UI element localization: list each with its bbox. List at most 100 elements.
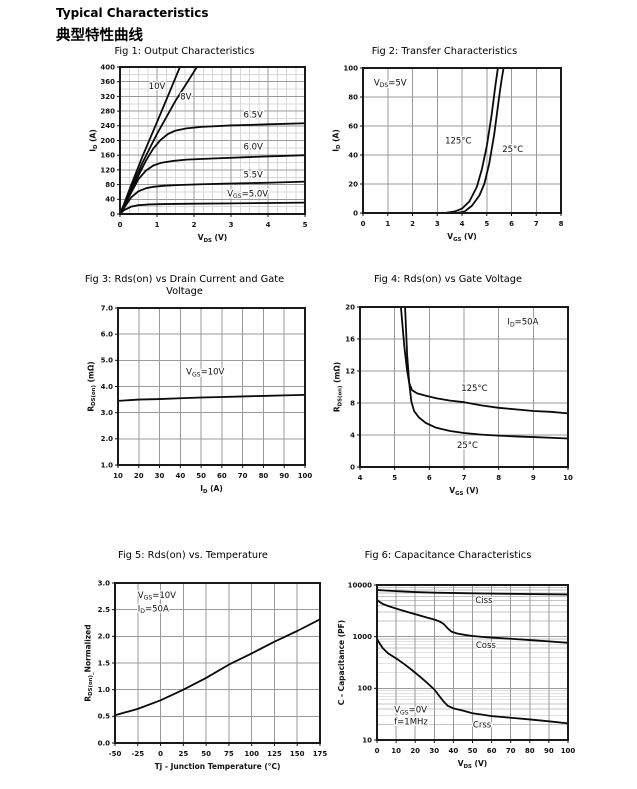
figure-3: Fig 3: Rds(on) vs Drain Current and Gate…: [56, 274, 313, 501]
figure-6: Fig 6: Capacitance Characteristics 0 10 20…: [318, 550, 578, 776]
svg-text:3: 3: [229, 221, 234, 229]
svg-text:5: 5: [303, 221, 308, 229]
svg-text:3: 3: [435, 220, 440, 228]
svg-text:1.0: 1.0: [98, 686, 111, 694]
svg-text:VGS=0V: VGS=0V: [394, 706, 427, 717]
svg-text:1.5: 1.5: [98, 659, 111, 667]
svg-text:ID=50A: ID=50A: [138, 604, 169, 615]
svg-text:160: 160: [100, 152, 115, 160]
figure-4-title: Fig 4: Rds(on) vs Gate Voltage: [373, 274, 523, 285]
svg-text:ID (A): ID (A): [331, 129, 342, 152]
svg-text:-25: -25: [131, 750, 144, 758]
svg-text:80: 80: [525, 747, 535, 755]
svg-text:VGS=10V: VGS=10V: [186, 368, 224, 379]
svg-text:0: 0: [350, 463, 355, 471]
svg-text:40: 40: [105, 196, 115, 204]
svg-text:10: 10: [391, 747, 401, 755]
svg-text:2.0: 2.0: [101, 435, 114, 443]
svg-text:6: 6: [509, 220, 514, 228]
svg-text:16: 16: [345, 335, 355, 343]
svg-text:VGS=10V: VGS=10V: [138, 591, 176, 602]
svg-text:1: 1: [385, 220, 390, 228]
svg-text:50: 50: [468, 747, 478, 755]
svg-text:50: 50: [196, 472, 206, 480]
svg-text:1.0: 1.0: [101, 461, 114, 469]
svg-text:25°C: 25°C: [457, 441, 478, 451]
page-title: Typical Characteristics: [56, 6, 209, 20]
figure-5-title: Fig 5: Rds(on) vs. Temperature: [118, 550, 268, 561]
svg-text:70: 70: [506, 747, 516, 755]
figure-5-chart: -50 -25 0 25 50 75 100 125 150 175 0.0 0.5 1.0 1.5 2.0…: [83, 579, 327, 771]
svg-text:0: 0: [361, 220, 366, 228]
svg-text:6.0V: 6.0V: [244, 143, 264, 153]
svg-text:60: 60: [348, 122, 358, 130]
svg-text:6.0: 6.0: [101, 331, 114, 339]
svg-text:3.0: 3.0: [98, 579, 111, 587]
svg-text:20: 20: [410, 747, 420, 755]
svg-text:25: 25: [178, 750, 188, 758]
svg-text:6: 6: [427, 474, 432, 482]
svg-text:RDS(on) (mΩ): RDS(on) (mΩ): [333, 362, 344, 412]
svg-text:400: 400: [100, 63, 115, 71]
svg-text:100: 100: [343, 64, 358, 72]
svg-text:2: 2: [192, 221, 197, 229]
svg-text:100: 100: [298, 472, 313, 480]
figure-3-chart: 10 20 30 40 50 60 70 80 90 100 1.0 2.0 3.0 4.0 5.0 6.0 7…: [86, 304, 313, 495]
svg-text:1000: 1000: [353, 633, 373, 641]
svg-text:0.0: 0.0: [98, 739, 111, 747]
svg-text:40: 40: [175, 472, 185, 480]
svg-text:320: 320: [100, 93, 115, 101]
svg-text:20: 20: [134, 472, 144, 480]
svg-text:VGS=5.0V: VGS=5.0V: [227, 189, 268, 200]
svg-text:10: 10: [362, 736, 372, 744]
svg-text:10V: 10V: [149, 82, 166, 92]
svg-text:ID (A): ID (A): [200, 484, 223, 495]
svg-text:0: 0: [353, 209, 358, 217]
svg-text:0: 0: [158, 750, 163, 758]
svg-text:5.5V: 5.5V: [244, 170, 264, 180]
svg-text:75: 75: [224, 750, 234, 758]
svg-text:8: 8: [350, 399, 355, 407]
figure-3-title: Fig 3: Rds(on) vs Drain Current and Gate…: [84, 274, 285, 298]
svg-text:Tj - Junction Temperature (°C): Tj - Junction Temperature (°C): [155, 762, 281, 771]
svg-text:80: 80: [348, 93, 358, 101]
svg-text:240: 240: [100, 122, 115, 130]
svg-text:6.5V: 6.5V: [244, 111, 264, 121]
svg-text:2.5: 2.5: [98, 606, 111, 614]
svg-text:100: 100: [357, 685, 372, 693]
svg-text:360: 360: [100, 78, 115, 86]
svg-text:20: 20: [345, 303, 355, 311]
figure-6-title: Fig 6: Capacitance Characteristics: [364, 550, 532, 561]
svg-text:2: 2: [410, 220, 415, 228]
svg-text:VGS (V): VGS (V): [447, 232, 476, 243]
figure-2: Fig 2: Transfer Characteristics 0 1 2 3 4 5 6 7…: [318, 46, 571, 249]
svg-text:10: 10: [563, 474, 573, 482]
figure-4: Fig 4: Rds(on) vs Gate Voltage 4 5 6 7 8 9 10 0…: [318, 274, 578, 503]
svg-text:7: 7: [534, 220, 539, 228]
svg-text:90: 90: [279, 472, 289, 480]
svg-text:0.5: 0.5: [98, 713, 111, 721]
svg-text:0: 0: [110, 210, 115, 218]
svg-text:ID=50A: ID=50A: [507, 318, 538, 329]
svg-text:VDS (V): VDS (V): [458, 759, 487, 770]
figure-1-title: Fig 1: Output Characteristics: [114, 46, 255, 57]
svg-text:60: 60: [487, 747, 497, 755]
svg-text:125: 125: [267, 750, 282, 758]
svg-text:100: 100: [561, 747, 576, 755]
svg-text:4: 4: [350, 431, 355, 439]
svg-text:1: 1: [155, 221, 160, 229]
svg-text:2.0: 2.0: [98, 633, 111, 641]
svg-text:80: 80: [259, 472, 269, 480]
svg-text:40: 40: [449, 747, 459, 755]
svg-text:4: 4: [266, 221, 271, 229]
svg-text:7.0: 7.0: [101, 304, 114, 312]
svg-text:Ciss: Ciss: [475, 596, 493, 606]
svg-text:-50: -50: [109, 750, 122, 758]
figure-5: Fig 5: Rds(on) vs. Temperature -50 -25 0 25…: [56, 550, 330, 779]
svg-text:RDS(on)_Normalized: RDS(on)_Normalized: [83, 624, 94, 701]
svg-text:280: 280: [100, 108, 115, 116]
svg-text:20: 20: [348, 180, 358, 188]
figure-1: Fig 1: Output Characteristics 0 1 2 3 4 5 0 40 8…: [56, 46, 313, 250]
svg-text:VDS=5V: VDS=5V: [374, 78, 407, 89]
figure-2-title: Fig 2: Transfer Characteristics: [371, 46, 518, 57]
